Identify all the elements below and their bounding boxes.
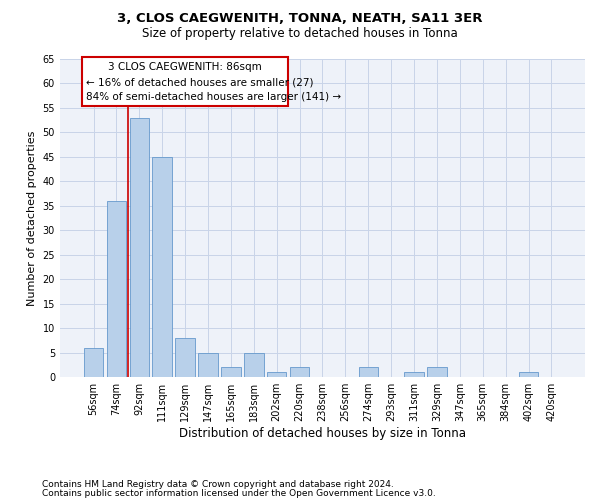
Bar <box>130 118 149 377</box>
Bar <box>359 368 378 377</box>
Y-axis label: Number of detached properties: Number of detached properties <box>27 130 37 306</box>
Bar <box>221 368 241 377</box>
Bar <box>267 372 286 377</box>
Text: ← 16% of detached houses are smaller (27): ← 16% of detached houses are smaller (27… <box>86 78 313 88</box>
Bar <box>107 201 126 377</box>
Bar <box>519 372 538 377</box>
X-axis label: Distribution of detached houses by size in Tonna: Distribution of detached houses by size … <box>179 427 466 440</box>
Bar <box>290 368 309 377</box>
Bar <box>175 338 195 377</box>
Bar <box>198 352 218 377</box>
Text: 84% of semi-detached houses are larger (141) →: 84% of semi-detached houses are larger (… <box>86 92 341 102</box>
Bar <box>427 368 446 377</box>
Text: Contains HM Land Registry data © Crown copyright and database right 2024.: Contains HM Land Registry data © Crown c… <box>42 480 394 489</box>
Bar <box>82 56 288 106</box>
Text: 3 CLOS CAEGWENITH: 86sqm: 3 CLOS CAEGWENITH: 86sqm <box>108 62 262 72</box>
Bar <box>244 352 263 377</box>
Text: Size of property relative to detached houses in Tonna: Size of property relative to detached ho… <box>142 28 458 40</box>
Text: Contains public sector information licensed under the Open Government Licence v3: Contains public sector information licen… <box>42 488 436 498</box>
Bar <box>84 348 103 377</box>
Bar <box>152 157 172 377</box>
Text: 3, CLOS CAEGWENITH, TONNA, NEATH, SA11 3ER: 3, CLOS CAEGWENITH, TONNA, NEATH, SA11 3… <box>117 12 483 26</box>
Bar <box>404 372 424 377</box>
